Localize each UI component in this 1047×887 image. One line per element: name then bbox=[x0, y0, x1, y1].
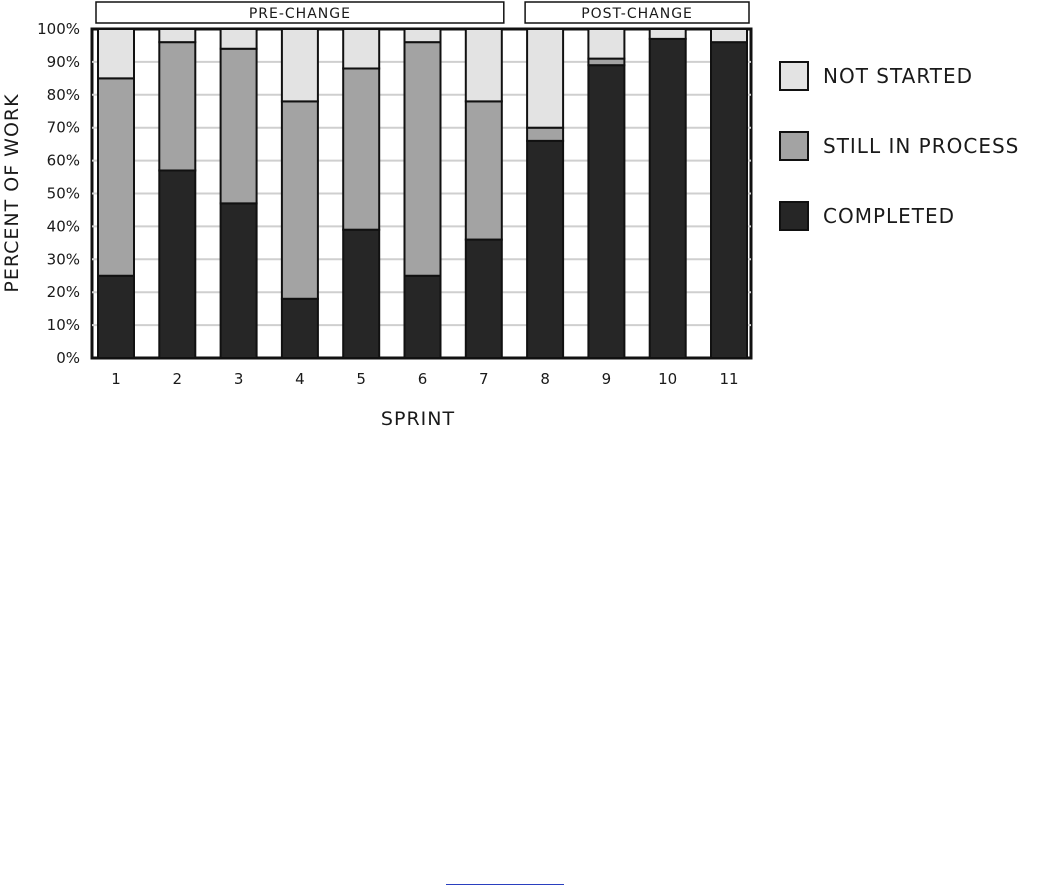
y-tick-label: 10% bbox=[47, 316, 80, 334]
y-tick-label: 20% bbox=[47, 283, 80, 301]
bar-segment bbox=[587, 28, 626, 60]
y-tick-label: 40% bbox=[47, 217, 80, 235]
y-tick-label: 90% bbox=[47, 53, 80, 71]
bar-segment bbox=[526, 126, 565, 142]
y-tick-label: 70% bbox=[47, 119, 80, 137]
bar-segment bbox=[158, 41, 197, 172]
bar-segment bbox=[587, 64, 626, 359]
x-axis-ticks: 1 2 3 4 5 6 7 8 9 10 11 bbox=[111, 370, 738, 388]
y-axis-ticks: 0% 10% 20% 30% 40% 50% 60% 70% 80% 90% 100% bbox=[37, 20, 80, 367]
x-tick-label: 1 bbox=[111, 370, 121, 388]
x-tick-label: 6 bbox=[418, 370, 428, 388]
x-tick-label: 2 bbox=[173, 370, 183, 388]
x-tick-label: 7 bbox=[479, 370, 489, 388]
group-headers: PRE-CHANGE POST-CHANGE bbox=[95, 1, 750, 24]
legend-swatch bbox=[779, 201, 809, 231]
x-axis-label: SPRINT bbox=[381, 408, 455, 430]
y-tick-label: 60% bbox=[47, 152, 80, 170]
x-tick-label: 5 bbox=[356, 370, 366, 388]
x-tick-label: 4 bbox=[295, 370, 305, 388]
bar-segment bbox=[219, 28, 258, 50]
y-tick-label: 30% bbox=[47, 250, 80, 268]
bar-segment bbox=[464, 28, 503, 103]
x-tick-label: 9 bbox=[602, 370, 612, 388]
y-tick-label: 0% bbox=[56, 349, 80, 367]
bar-segment bbox=[710, 28, 748, 44]
bar-segment bbox=[403, 41, 442, 277]
legend-label: STILL IN PROCESS bbox=[823, 134, 1019, 158]
group-header-box bbox=[524, 1, 750, 24]
y-tick-label: 50% bbox=[47, 185, 80, 203]
y-tick-label: 100% bbox=[37, 20, 80, 38]
bar-segment bbox=[97, 274, 135, 359]
legend-label: COMPLETED bbox=[823, 204, 955, 228]
bar-segment bbox=[526, 139, 565, 359]
bar-segment bbox=[403, 274, 442, 359]
x-tick-label: 8 bbox=[540, 370, 550, 388]
group-header-label: PRE-CHANGE bbox=[249, 6, 351, 22]
bar-segment bbox=[464, 100, 503, 241]
legend-swatch bbox=[779, 131, 809, 161]
bar-segment bbox=[219, 202, 258, 359]
x-tick-label: 10 bbox=[658, 370, 677, 388]
bar-segment bbox=[97, 77, 135, 277]
group-header-label: POST-CHANGE bbox=[581, 6, 693, 22]
bar-segment bbox=[648, 37, 687, 360]
bar-segment bbox=[648, 28, 687, 40]
bar-segment bbox=[464, 238, 503, 359]
bar-segment bbox=[342, 228, 381, 359]
y-axis-label: PERCENT OF WORK bbox=[1, 93, 23, 292]
bar-segment bbox=[342, 28, 381, 70]
bar-segment bbox=[280, 297, 319, 359]
bar-segment bbox=[403, 28, 442, 44]
x-tick-label: 3 bbox=[234, 370, 244, 388]
x-tick-label: 11 bbox=[719, 370, 738, 388]
footer-link-underline bbox=[446, 884, 564, 885]
legend: NOT STARTED STILL IN PROCESS COMPLETED bbox=[779, 61, 1019, 231]
bar-segment bbox=[280, 28, 319, 103]
bar-segment bbox=[158, 169, 197, 359]
bar-segment bbox=[342, 67, 381, 231]
y-tick-label: 80% bbox=[47, 86, 80, 104]
bar-segment bbox=[526, 28, 565, 129]
bar-segment bbox=[97, 28, 135, 80]
bar-segment bbox=[219, 47, 258, 205]
group-header-box bbox=[95, 1, 505, 24]
bar-segment bbox=[158, 28, 197, 44]
legend-label: NOT STARTED bbox=[823, 64, 973, 88]
bars bbox=[97, 28, 748, 360]
legend-swatch bbox=[779, 61, 809, 91]
bar-segment bbox=[280, 100, 319, 300]
bar-segment bbox=[710, 41, 748, 359]
